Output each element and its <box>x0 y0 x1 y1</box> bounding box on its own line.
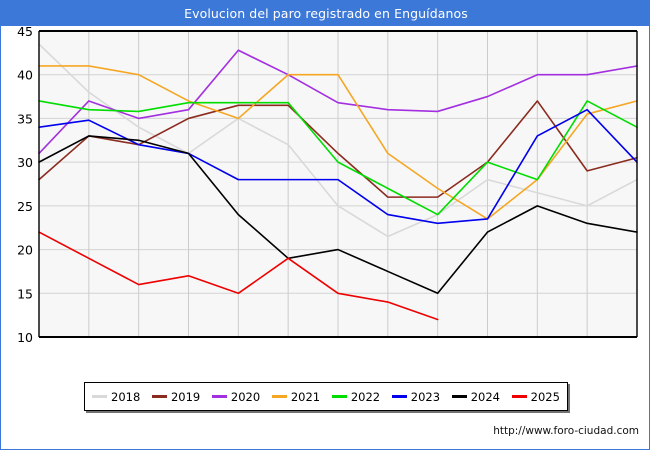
series-lines <box>38 43 638 321</box>
legend-label: 2021 <box>290 389 321 404</box>
legend-label: 2022 <box>350 389 381 404</box>
chart-area: 10 15 20 25 30 35 40 45 ENE FEB MAR ABR MAY JUN JUL AG… <box>1 26 649 346</box>
series-line-2024 <box>38 135 638 295</box>
x-tick-label-AGO: AGO <box>400 344 426 346</box>
series-line-2022 <box>38 100 638 216</box>
legend-label: 2025 <box>530 389 560 404</box>
legend-swatch-icon <box>92 395 107 398</box>
x-tick-label-SEP: SEP <box>452 344 474 346</box>
window-title-bar: Evolucion del paro registrado en Enguída… <box>1 1 649 26</box>
x-tick-label-NOV: NOV <box>550 344 575 346</box>
legend-label: 2020 <box>230 389 261 404</box>
legend-item-2024[interactable]: 2024 <box>451 389 500 404</box>
legend-item-2025[interactable]: 2025 <box>511 389 560 404</box>
series-line-2020 <box>38 49 638 155</box>
legend-label: 2018 <box>111 389 141 404</box>
y-axis-ticks: 10 15 20 25 30 35 40 45 <box>17 26 33 345</box>
legend-item-2022[interactable]: 2022 <box>331 389 381 404</box>
x-tick-label-OCT: OCT <box>500 344 525 346</box>
legend-swatch-icon <box>391 395 407 398</box>
y-tick-label: 20 <box>17 243 33 258</box>
legend-swatch-icon <box>451 395 467 398</box>
legend-label: 2023 <box>410 389 441 404</box>
legend-swatch-icon <box>211 395 227 398</box>
legend-swatch-icon <box>271 395 287 398</box>
y-tick-label: 40 <box>17 68 33 83</box>
line-chart: 10 15 20 25 30 35 40 45 ENE FEB MAR ABR MAY JUN JUL AG… <box>17 26 638 346</box>
x-axis-ticks: ENE FEB MAR ABR MAY JUN JUL AGO SEP OCT NOV DIC <box>52 344 622 346</box>
x-tick-label-ABR: ABR <box>202 344 226 346</box>
y-tick-label: 35 <box>17 111 33 126</box>
source-url: http://www.foro-ciudad.com <box>493 425 639 437</box>
x-tick-label-JUL: JUL <box>353 344 373 346</box>
chart-legend: 2018 2019 2020 2021 2022 2023 2024 2025 <box>84 382 568 411</box>
legend-item-2023[interactable]: 2023 <box>391 389 441 404</box>
x-tick-label-ENE: ENE <box>52 344 75 346</box>
x-tick-label-JUN: JUN <box>302 344 323 346</box>
legend-swatch-icon <box>331 395 347 398</box>
legend-label: 2024 <box>470 389 500 404</box>
plot-frame <box>38 30 638 338</box>
x-tick-label-MAY: MAY <box>251 344 276 346</box>
y-tick-label: 15 <box>17 286 33 301</box>
series-line-2018 <box>38 43 638 238</box>
x-tick-label-MAR: MAR <box>151 344 177 346</box>
legend-item-2019[interactable]: 2019 <box>151 389 201 404</box>
x-tick-label-FEB: FEB <box>103 344 125 346</box>
legend-label: 2019 <box>170 389 201 404</box>
y-tick-label: 10 <box>17 330 33 345</box>
y-tick-label: 25 <box>17 199 33 214</box>
legend-item-2018[interactable]: 2018 <box>92 390 140 404</box>
series-line-2025 <box>38 231 439 321</box>
legend-swatch-icon <box>151 395 167 398</box>
y-tick-label: 45 <box>17 26 33 39</box>
legend-swatch-icon <box>511 395 527 398</box>
legend-item-2020[interactable]: 2020 <box>211 389 261 404</box>
page-title: Evolucion del paro registrado en Enguída… <box>184 6 468 21</box>
y-tick-label: 30 <box>17 155 33 170</box>
legend-item-2021[interactable]: 2021 <box>271 389 321 404</box>
x-tick-label-DIC: DIC <box>602 344 622 346</box>
series-line-2023 <box>38 108 638 225</box>
